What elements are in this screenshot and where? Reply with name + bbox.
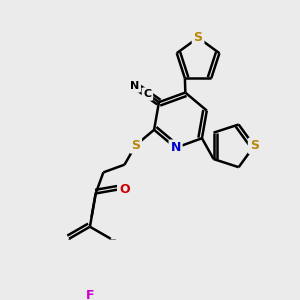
Text: O: O [119,183,130,196]
Text: S: S [194,31,202,44]
Text: S: S [131,139,140,152]
Text: F: F [86,289,94,300]
Text: S: S [250,140,259,152]
Text: N: N [170,141,181,154]
Text: C: C [143,89,152,99]
Text: N: N [130,81,140,91]
